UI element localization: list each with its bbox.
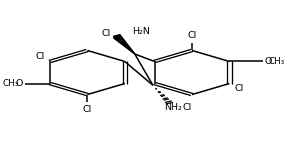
Text: Cl: Cl <box>187 31 197 40</box>
Text: Cl: Cl <box>83 105 92 114</box>
Text: CH₃: CH₃ <box>269 57 285 66</box>
Text: O: O <box>265 57 272 66</box>
Text: Cl: Cl <box>36 52 45 61</box>
Text: Cl: Cl <box>102 29 111 38</box>
Text: O: O <box>16 79 23 88</box>
Text: NH₂: NH₂ <box>164 103 182 112</box>
Polygon shape <box>113 36 135 54</box>
Text: Cl: Cl <box>182 103 192 112</box>
Text: Cl: Cl <box>234 84 244 93</box>
Text: CH₃: CH₃ <box>3 79 19 88</box>
Polygon shape <box>113 35 135 54</box>
Text: H₂N: H₂N <box>132 27 150 36</box>
